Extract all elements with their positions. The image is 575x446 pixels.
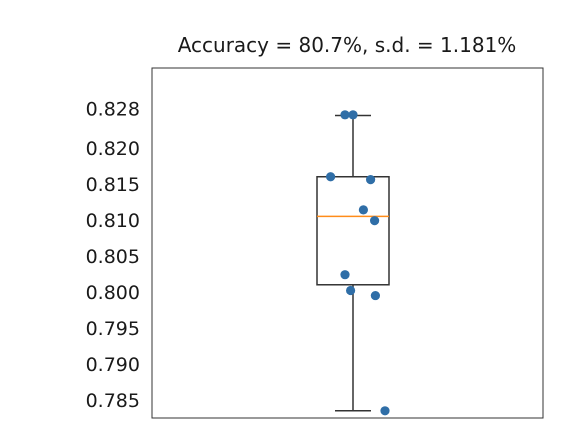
y-tick-label: 0.828 — [86, 98, 140, 120]
data-point — [348, 110, 358, 120]
data-point — [380, 406, 390, 416]
box-and-whiskers — [316, 114, 390, 412]
y-tick-label: 0.795 — [86, 318, 140, 340]
y-tick-label: 0.810 — [86, 210, 140, 232]
y-axis-ticks: 0.785 0.790 0.795 0.800 0.805 0.810 0.815 0.820… — [86, 98, 140, 412]
data-point — [366, 175, 376, 185]
data-point — [346, 285, 356, 296]
data-point — [358, 205, 368, 215]
data-point — [370, 290, 380, 301]
chart-title: Accuracy = 80.7%, s.d. = 1.181% — [178, 33, 517, 57]
y-tick-label: 0.790 — [86, 354, 140, 376]
data-points — [326, 110, 390, 416]
y-tick-label: 0.785 — [86, 390, 140, 412]
y-tick-label: 0.820 — [86, 138, 140, 160]
y-tick-label: 0.800 — [86, 282, 140, 304]
data-point — [340, 270, 350, 280]
plot-frame — [151, 67, 544, 419]
y-tick-label: 0.815 — [86, 174, 140, 196]
data-point — [340, 110, 350, 120]
data-point — [326, 172, 336, 182]
y-tick-label: 0.805 — [86, 246, 140, 268]
iqr-box — [316, 175, 390, 286]
data-point — [370, 216, 380, 226]
